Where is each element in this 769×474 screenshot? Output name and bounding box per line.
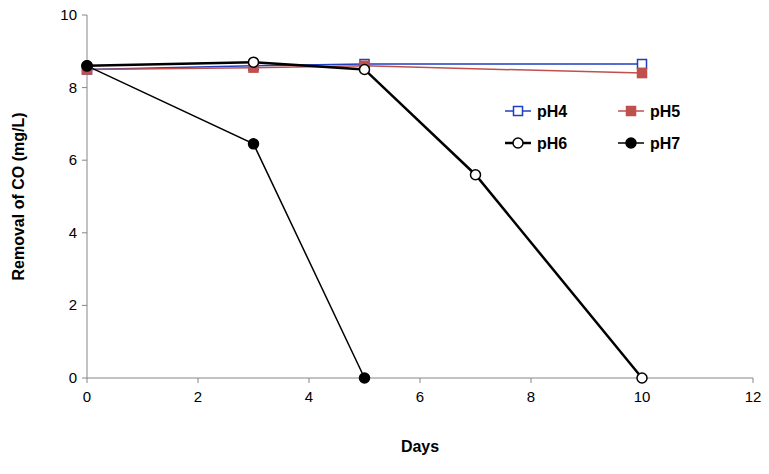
y-tick-label: 8 [69,79,77,96]
point [249,57,259,67]
legend-label: pH4 [537,103,567,120]
y-axis-title: Removal of CO (mg/L) [10,112,27,280]
y-tick [82,160,87,161]
point [637,373,647,383]
y-tick [82,378,87,379]
y-tick-label: 2 [69,296,77,313]
legend-marker [627,107,636,116]
point [360,64,370,74]
x-tick-label: 4 [305,388,313,405]
y-tick [82,232,87,233]
x-tick-label: 12 [745,388,762,405]
point [360,373,370,383]
x-tick [87,378,88,383]
y-tick-label: 0 [69,369,77,386]
x-tick-label: 2 [194,388,202,405]
chart: 0 2 4 6 8 10 0 2 4 6 8 10 12 Days Removal of CO (mg/L)… [0,0,769,474]
legend-label: pH7 [650,135,680,152]
point [638,60,647,69]
legend-marker [626,138,636,148]
series-line [87,66,365,378]
legend: pH4 pH5 pH6 pH7 [505,103,680,152]
x-tick [753,378,754,383]
plot-area [82,57,647,383]
x-tick-label: 8 [527,388,535,405]
x-tick [420,378,421,383]
y-tick-label: 10 [60,6,77,23]
point [82,61,92,71]
legend-marker [513,138,523,148]
legend-label: pH5 [650,103,680,120]
y-tick [82,15,87,16]
y-tick [82,305,87,306]
x-tick [309,378,310,383]
legend-label: pH6 [537,135,567,152]
legend-marker [514,107,523,116]
x-tick [531,378,532,383]
x-tick-label: 10 [634,388,651,405]
point [471,170,481,180]
y-tick [82,87,87,88]
y-tick-label: 4 [69,224,77,241]
x-axis-title: Days [401,438,439,455]
point [638,69,647,78]
series-line [87,62,642,378]
x-tick-label: 6 [416,388,424,405]
x-tick-label: 0 [83,388,91,405]
x-tick [198,378,199,383]
point [82,61,92,71]
point [249,139,259,149]
y-tick-label: 6 [69,151,77,168]
